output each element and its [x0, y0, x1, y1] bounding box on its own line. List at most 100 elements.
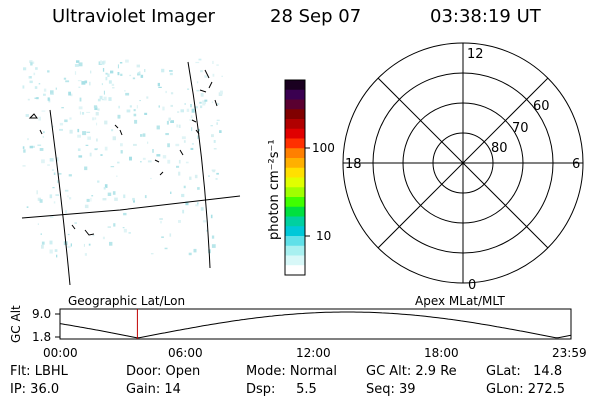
- aurora-speckle: [147, 160, 152, 163]
- aurora-speckle: [117, 161, 120, 164]
- aurora-speckle: [110, 166, 115, 168]
- time-label: 03:38:19 UT: [430, 6, 541, 27]
- aurora-speckle: [69, 197, 72, 200]
- aurora-speckle: [86, 198, 90, 202]
- aurora-speckle: [39, 148, 44, 151]
- coastline-fragments: [28, 69, 218, 236]
- aurora-speckle: [101, 99, 105, 101]
- aurora-speckle: [213, 148, 217, 150]
- aurora-speckle: [175, 143, 180, 147]
- aurora-speckle: [202, 103, 206, 106]
- color-scale-tick-10: 10: [316, 229, 331, 243]
- mlt-label-12: 12: [467, 47, 484, 62]
- aurora-speckle: [216, 119, 220, 121]
- aurora-speckle: [111, 83, 115, 86]
- aurora-speckle: [65, 80, 70, 83]
- aurora-speckle: [42, 136, 44, 138]
- ip-info: IP: 36.0: [10, 382, 60, 397]
- aurora-speckle: [110, 70, 114, 74]
- aurora-speckle: [165, 90, 167, 94]
- aurora-speckle: [216, 64, 219, 66]
- aurora-speckle: [108, 97, 112, 101]
- aurora-speckle: [117, 114, 121, 119]
- aurora-speckle: [70, 93, 73, 97]
- aurora-speckle: [196, 89, 200, 92]
- aurora-speckle: [47, 97, 50, 101]
- aurora-speckle: [182, 209, 185, 214]
- color-scale-segment: [285, 80, 305, 91]
- aurora-speckle: [156, 125, 160, 130]
- aurora-speckle: [90, 197, 92, 202]
- aurora-speckle: [169, 233, 172, 237]
- aurora-speckle: [152, 149, 154, 153]
- color-scale-bar: [285, 80, 305, 276]
- aurora-speckle: [213, 140, 216, 143]
- aurora-speckle: [77, 128, 80, 133]
- aurora-speckle: [183, 185, 186, 189]
- filter-info: Flt: LBHL: [10, 364, 68, 379]
- aurora-speckle: [92, 235, 95, 237]
- color-scale-tick-100: 100: [312, 141, 335, 155]
- aurora-speckle: [134, 119, 138, 124]
- aurora-speckle: [37, 197, 41, 201]
- time-tick-2359: 23:59: [552, 346, 587, 360]
- aurora-speckle: [142, 133, 146, 137]
- aurora-speckle: [37, 223, 39, 225]
- aurora-speckle: [94, 117, 97, 120]
- aurora-speckle: [170, 120, 174, 123]
- date-label: 28 Sep 07: [270, 6, 362, 27]
- aurora-speckle: [181, 193, 185, 198]
- aurora-speckle: [140, 74, 144, 78]
- color-scale-segment: [285, 206, 305, 217]
- aurora-speckle: [124, 90, 126, 92]
- aurora-speckle: [112, 191, 116, 195]
- color-scale-segment: [285, 158, 305, 169]
- aurora-speckle: [190, 115, 193, 119]
- aurora-speckle: [211, 235, 215, 239]
- aurora-speckle: [40, 233, 42, 235]
- color-scale-segment: [285, 99, 305, 110]
- aurora-speckle: [50, 93, 54, 95]
- aurora-speckle: [157, 82, 160, 87]
- aurora-speckle: [200, 207, 204, 211]
- aurora-speckle: [197, 202, 199, 206]
- aurora-speckle: [202, 100, 206, 104]
- aurora-speckle: [113, 223, 116, 227]
- aurora-speckle: [144, 69, 146, 73]
- aurora-speckle: [63, 77, 67, 80]
- aurora-speckle: [22, 85, 25, 89]
- aurora-speckle: [81, 81, 86, 85]
- aurora-speckle: [96, 122, 98, 126]
- color-scale-segment: [285, 187, 305, 198]
- aurora-speckle: [216, 122, 218, 125]
- aurora-speckle: [210, 214, 213, 219]
- aurora-speckle: [180, 109, 184, 113]
- seq-info: Seq: 39: [366, 382, 416, 397]
- aurora-speckle: [41, 241, 45, 245]
- aurora-speckle: [91, 195, 94, 197]
- aurora-speckle: [33, 72, 36, 76]
- aurora-speckle: [199, 101, 202, 104]
- aurora-speckle: [39, 199, 43, 203]
- aurora-speckle: [140, 134, 143, 137]
- aurora-speckle: [87, 136, 91, 140]
- aurora-speckle: [136, 105, 138, 109]
- aurora-speckle: [89, 152, 92, 157]
- aurora-speckle: [210, 125, 213, 127]
- aurora-speckle: [93, 105, 98, 108]
- aurora-speckle: [128, 232, 131, 234]
- gain-info: Gain: 14: [126, 382, 181, 397]
- aurora-speckle: [129, 105, 132, 108]
- aurora-speckle: [22, 146, 25, 149]
- lat-label-70: 70: [512, 121, 529, 136]
- aurora-speckle: [37, 144, 42, 146]
- aurora-speckle: [102, 198, 107, 201]
- aurora-speckle: [49, 216, 54, 218]
- aurora-speckle: [105, 76, 108, 81]
- altitude-plot-frame: [59, 308, 572, 340]
- aurora-speckle: [161, 236, 164, 238]
- color-scale-segment: [285, 119, 305, 130]
- aurora-speckle: [43, 131, 45, 134]
- aurora-speckle: [116, 175, 118, 177]
- aurora-speckle: [212, 73, 215, 77]
